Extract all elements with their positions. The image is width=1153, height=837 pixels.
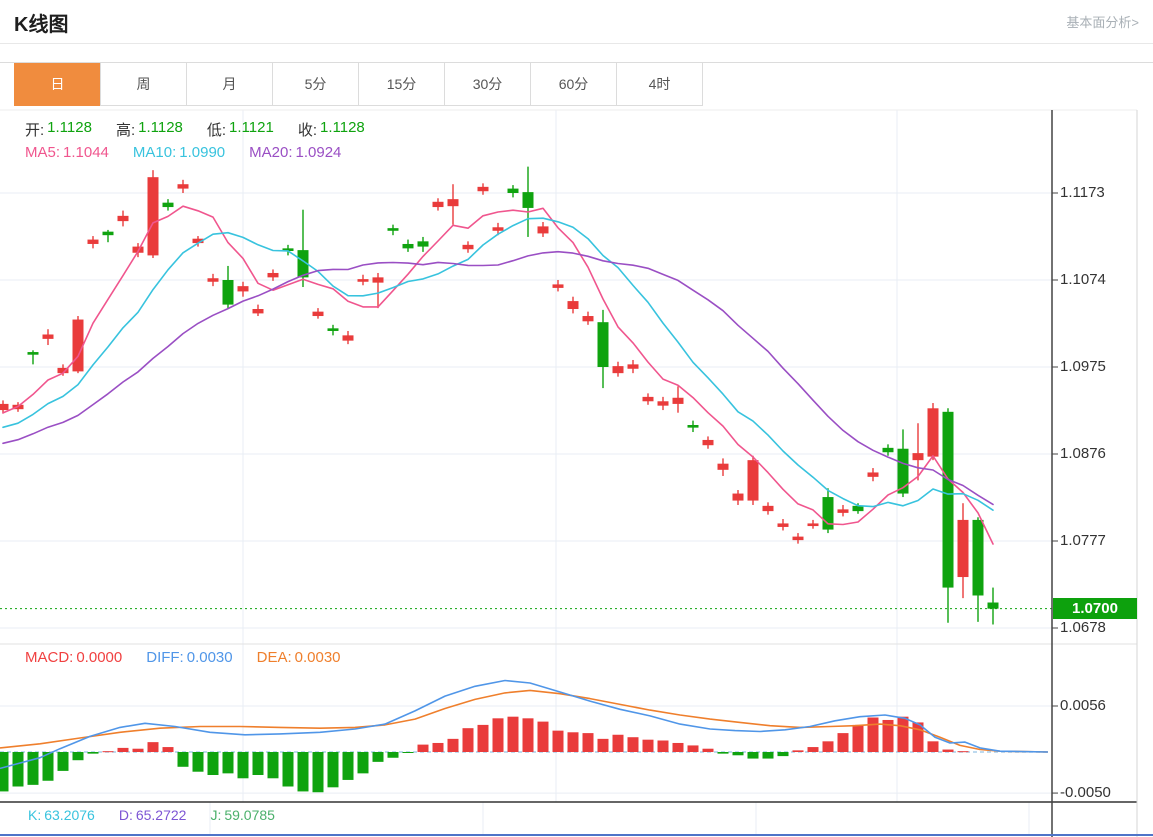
diff-label: DIFF:: [146, 649, 184, 666]
macd-readout: MACD: 0.0000 DIFF: 0.0030 DEA: 0.0030: [25, 649, 365, 666]
tab-month[interactable]: 月: [186, 63, 273, 106]
ma5-label: MA5:: [25, 144, 61, 161]
price-axis-label: 1.0975: [1060, 358, 1106, 375]
ma20-value: 1.0924: [295, 144, 342, 161]
close-value: 1.1128: [319, 119, 365, 136]
ma10-value: 1.0990: [179, 144, 226, 161]
open-label: 开:: [25, 122, 45, 139]
kdj-readout: K: 63.2076 D: 65.2722 J: 59.0785: [28, 807, 299, 823]
j-value: 59.0785: [224, 807, 275, 823]
d-value: 65.2722: [135, 807, 187, 823]
low-value: 1.1121: [229, 119, 274, 136]
k-label: K:: [28, 807, 42, 823]
price-axis-label: 1.0678: [1060, 619, 1106, 636]
ma10-label: MA10:: [132, 144, 177, 161]
tab-30min[interactable]: 30分: [444, 63, 531, 106]
tab-day[interactable]: 日: [14, 63, 101, 106]
k-value: 63.2076: [44, 807, 95, 823]
ma-readout: MA5: 1.1044 MA10: 1.0990 MA20: 1.0924: [25, 144, 365, 161]
ma5-value: 1.1044: [63, 144, 109, 161]
macd-axis-label: -0.0050: [1060, 784, 1111, 802]
dea-label: DEA:: [256, 649, 292, 666]
low-label: 低:: [206, 122, 227, 139]
tab-4hour[interactable]: 4时: [616, 63, 703, 106]
high-label: 高:: [115, 122, 136, 139]
price-axis-label: 1.1173: [1060, 184, 1105, 201]
price-axis-label: 1.0876: [1060, 445, 1106, 462]
price-axis-label: 1.1074: [1060, 271, 1106, 288]
fundamental-analysis-link[interactable]: 基本面分析>: [1066, 15, 1139, 30]
dea-value: 0.0030: [294, 649, 341, 666]
last-price-badge: 1.0700: [1053, 598, 1137, 620]
timeframe-tabs: 日 周 月 5分 15分 30分 60分 4时: [0, 62, 1153, 106]
tab-week[interactable]: 周: [100, 63, 187, 106]
j-label: J:: [210, 807, 222, 823]
macd-label: MACD:: [25, 649, 74, 666]
high-value: 1.1128: [138, 119, 183, 136]
open-value: 1.1128: [47, 119, 92, 136]
price-axis-label: 1.0777: [1060, 532, 1106, 549]
close-label: 收:: [297, 122, 317, 139]
ohlc-readout: 开: 1.1128 高: 1.1128 低: 1.1121 收: 1.1128: [25, 119, 389, 140]
diff-value: 0.0030: [186, 649, 233, 666]
tab-15min[interactable]: 15分: [358, 63, 445, 106]
page-title: K线图: [14, 14, 69, 36]
macd-axis-label: 0.0056: [1060, 697, 1106, 714]
ma20-label: MA20:: [249, 144, 293, 161]
d-label: D:: [118, 807, 133, 823]
macd-value: 0.0000: [76, 649, 123, 666]
header-divider: [0, 43, 1153, 44]
tab-5min[interactable]: 5分: [272, 63, 359, 106]
